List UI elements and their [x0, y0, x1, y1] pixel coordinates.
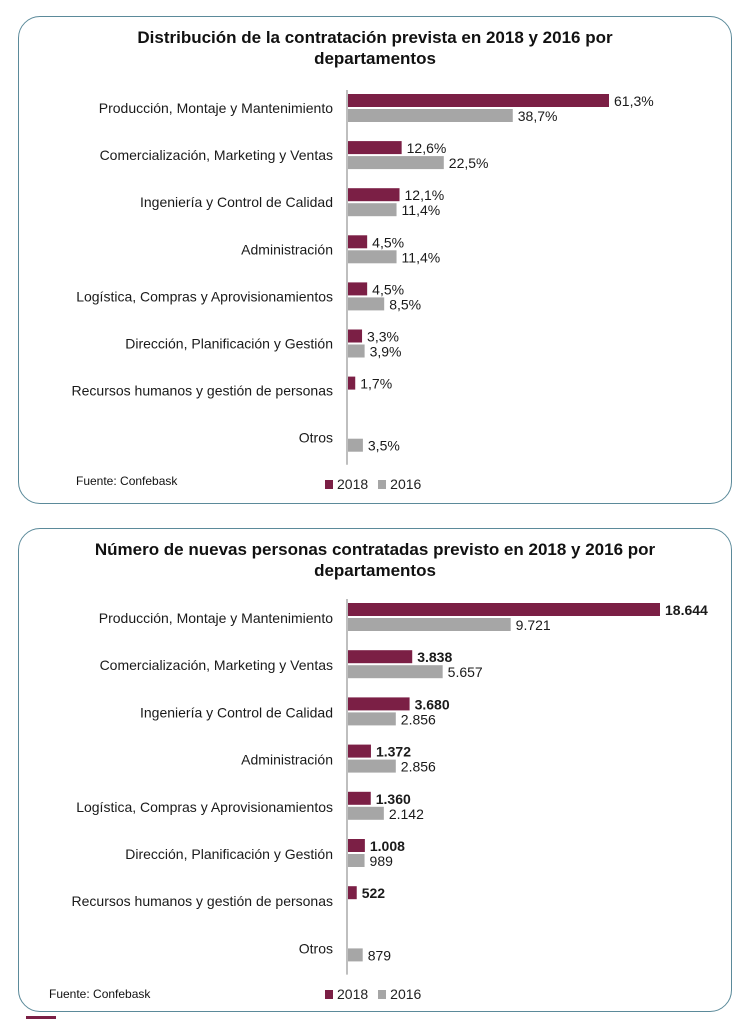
- category-label: Comercialización, Marketing y Ventas: [100, 147, 333, 163]
- legend-swatch-2016: [378, 479, 387, 489]
- legend-swatch-2016: [378, 989, 387, 999]
- data-label-2018: 3.838: [417, 649, 452, 665]
- bar-2018: [348, 94, 609, 107]
- data-label-2018: 3.680: [415, 696, 450, 712]
- category-label: Administración: [241, 752, 333, 768]
- bar-2016: [348, 297, 385, 311]
- category-label: Producción, Montaje y Mantenimiento: [99, 100, 333, 116]
- data-label-2016: 5.657: [448, 664, 483, 680]
- data-label-2018: 1.008: [370, 838, 405, 854]
- category-label: Dirección, Planificación y Gestión: [125, 846, 333, 862]
- data-label-2016: 2.856: [401, 759, 436, 775]
- bar-2016: [348, 618, 511, 631]
- data-label-2018: 18.644: [665, 602, 708, 618]
- data-label-2018: 522: [362, 885, 386, 901]
- data-label-2018: 61,3%: [614, 93, 654, 109]
- chart-title: Número de nuevas personas contratadas pr…: [94, 540, 656, 580]
- legend-item-2018: 2018: [325, 476, 368, 492]
- data-label-2016: 989: [370, 853, 394, 869]
- legend-swatch-2018: [325, 479, 333, 489]
- chart-source: Fuente: Confebask: [49, 987, 151, 1001]
- bar-2018: [348, 650, 413, 664]
- data-label-2016: 11,4%: [402, 202, 441, 218]
- category-label: Otros: [299, 430, 333, 446]
- data-label-2016: 2.142: [389, 806, 424, 822]
- bar-2016: [348, 665, 443, 679]
- data-label-2018: 3,3%: [367, 329, 399, 345]
- bar-2018: [348, 744, 371, 758]
- bar-2018: [348, 886, 357, 900]
- category-label: Comercialización, Marketing y Ventas: [100, 657, 333, 673]
- bar-2016: [348, 438, 363, 452]
- data-label-2016: 879: [368, 947, 392, 963]
- legend-item-2016: 2016: [378, 476, 421, 492]
- category-label: Administración: [241, 241, 333, 257]
- bar-2018: [348, 188, 400, 202]
- data-label-2016: 2.856: [401, 711, 436, 727]
- category-label: Recursos humanos y gestión de personas: [72, 893, 333, 909]
- bar-2016: [348, 806, 384, 820]
- legend-item-2018: 2018: [325, 986, 368, 1002]
- data-label-2016: 3,9%: [370, 344, 402, 360]
- bar-2016: [348, 759, 396, 773]
- bar-2016: [348, 854, 365, 867]
- bar-2018: [348, 376, 356, 390]
- decorative-line: [26, 1016, 56, 1019]
- legend-item-2016: 2016: [378, 986, 421, 1002]
- chart-legend: 2018 2016: [325, 476, 431, 492]
- bar-2018: [348, 791, 371, 805]
- data-label-2018: 1.360: [376, 791, 411, 807]
- legend-label-2016: 2016: [390, 476, 422, 492]
- chart-source: Fuente: Confebask: [76, 474, 178, 488]
- data-label-2016: 9.721: [516, 617, 551, 633]
- data-label-2016: 8,5%: [389, 296, 421, 312]
- legend-swatch-2018: [325, 989, 333, 999]
- category-label: Ingeniería y Control de Calidad: [140, 704, 333, 720]
- bar-2018: [348, 329, 363, 343]
- bar-2016: [348, 156, 444, 170]
- legend-label-2018: 2018: [337, 476, 369, 492]
- data-label-2018: 1,7%: [360, 376, 392, 392]
- bar-2016: [348, 712, 396, 726]
- bar-2018: [348, 839, 365, 852]
- category-label: Otros: [299, 940, 333, 956]
- legend-label-2018: 2018: [337, 986, 369, 1002]
- data-label-2016: 11,4%: [402, 249, 441, 265]
- chart-title: Distribución de la contratación prevista…: [137, 28, 613, 68]
- bar-2018: [348, 697, 410, 711]
- bar-2016: [348, 250, 397, 264]
- bar-2016: [348, 948, 363, 962]
- legend-label-2016: 2016: [390, 986, 422, 1002]
- bar-2016: [348, 203, 397, 217]
- bar-2018: [348, 603, 660, 616]
- data-label-2016: 22,5%: [449, 155, 489, 171]
- bar-2018: [348, 141, 402, 155]
- bar-2018: [348, 282, 368, 296]
- category-label: Logística, Compras y Aprovisionamientos: [76, 288, 333, 304]
- data-label-2018: 1.372: [376, 744, 411, 760]
- bar-2016: [348, 109, 513, 122]
- data-label-2018: 12,6%: [407, 140, 447, 156]
- data-label-2016: 38,7%: [518, 108, 558, 124]
- bar-2018: [348, 235, 368, 249]
- data-label-2018: 12,1%: [405, 187, 445, 203]
- category-label: Logística, Compras y Aprovisionamientos: [76, 799, 333, 815]
- category-label: Dirección, Planificación y Gestión: [125, 336, 333, 352]
- data-label-2018: 4,5%: [372, 234, 404, 250]
- chart-legend: 2018 2016: [325, 986, 431, 1002]
- category-label: Recursos humanos y gestión de personas: [72, 383, 333, 399]
- data-label-2016: 3,5%: [368, 438, 400, 454]
- category-label: Producción, Montaje y Mantenimiento: [99, 610, 333, 626]
- category-label: Ingeniería y Control de Calidad: [140, 194, 333, 210]
- bar-2016: [348, 344, 365, 358]
- data-label-2018: 4,5%: [372, 281, 404, 297]
